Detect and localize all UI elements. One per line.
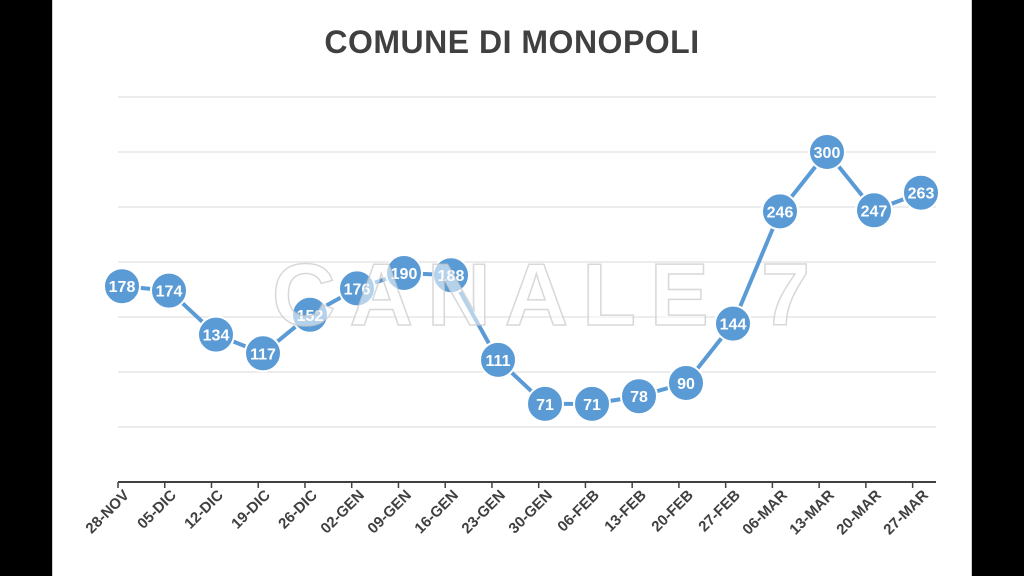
x-tick-label: 27-MAR — [880, 487, 932, 539]
series-layer: 178 174 134 117 152 176 190 188 111 71 71 78 90 144 24… — [103, 133, 940, 423]
x-axis — [117, 481, 936, 488]
data-label: 152 — [297, 308, 324, 325]
x-tick-label: 28-NOV — [82, 487, 132, 537]
data-label: 263 — [908, 186, 935, 203]
data-point — [620, 377, 658, 416]
x-tick-label: 27-FEB — [695, 487, 744, 536]
x-tick-label: 19-DIC — [228, 487, 274, 533]
data-point — [902, 173, 940, 212]
data-point — [385, 254, 423, 292]
data-point — [244, 334, 282, 373]
data-point — [291, 295, 329, 334]
chart-frame — [52, 0, 972, 576]
data-label: 188 — [438, 268, 465, 285]
data-label: 246 — [767, 204, 794, 221]
gridlines — [118, 96, 936, 428]
x-tick-label: 02-GEN — [317, 487, 367, 537]
x-tick-label: 13-FEB — [601, 487, 650, 536]
data-point — [103, 267, 141, 306]
data-label: 300 — [814, 145, 841, 162]
x-tick-label: 09-GEN — [364, 487, 414, 537]
data-label: 247 — [861, 203, 888, 220]
data-label: 134 — [203, 328, 230, 345]
x-tick-label: 05-DIC — [134, 487, 180, 533]
x-tick-label: 16-GEN — [411, 487, 461, 537]
series-line — [121, 150, 922, 406]
data-point — [714, 304, 752, 343]
data-point — [573, 384, 611, 423]
data-point — [197, 315, 235, 354]
data-point — [667, 364, 705, 402]
data-point — [432, 256, 470, 295]
x-tick-label: 20-FEB — [648, 487, 697, 536]
data-point — [855, 191, 893, 230]
data-point — [761, 192, 799, 231]
data-label: 174 — [156, 284, 183, 301]
data-label: 111 — [486, 353, 511, 370]
x-tick-label: 06-FEB — [554, 487, 603, 536]
chart-title: COMUNE DI MONOPOLI — [324, 24, 700, 60]
x-tick-label: 13-MAR — [786, 487, 838, 539]
x-tick-label: 23-GEN — [458, 487, 508, 537]
data-point — [526, 384, 564, 423]
x-tick-label: 12-DIC — [181, 487, 227, 533]
data-label: 90 — [677, 376, 695, 393]
data-point — [338, 269, 376, 308]
data-point — [150, 271, 188, 310]
data-label: 190 — [391, 266, 418, 283]
data-label: 71 — [583, 397, 601, 414]
data-label: 176 — [344, 281, 371, 298]
data-point — [808, 133, 846, 171]
data-label: 78 — [630, 389, 648, 406]
data-label: 117 — [250, 346, 276, 363]
data-label: 144 — [720, 317, 747, 334]
x-tick-label: 06-MAR — [739, 487, 791, 539]
data-label: 178 — [109, 279, 136, 296]
x-tick-label: 20-MAR — [833, 487, 885, 539]
data-label: 71 — [536, 397, 554, 414]
x-tick-label: 30-GEN — [505, 487, 555, 537]
x-tick-labels: 28-NOV 05-DIC 12-DIC 19-DIC 26-DIC02-GEN09-G… — [82, 487, 931, 539]
x-tick-label: 26-DIC — [275, 487, 321, 533]
data-point — [479, 340, 517, 379]
